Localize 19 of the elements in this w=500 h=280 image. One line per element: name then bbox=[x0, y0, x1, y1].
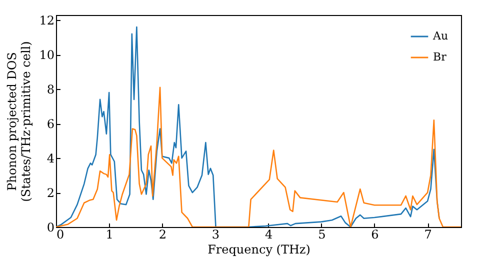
y-tick-label: 10 bbox=[39, 48, 54, 62]
y-tick-label: 6 bbox=[46, 117, 54, 132]
legend-label: Au bbox=[432, 30, 448, 42]
legend-label: Br bbox=[433, 50, 448, 64]
x-tick-label: 1 bbox=[106, 228, 114, 242]
y-tick-label: 8 bbox=[46, 82, 54, 97]
y-tick-label: 4 bbox=[46, 152, 55, 166]
y-tick-label: 2 bbox=[46, 186, 54, 200]
x-tick-label: 4 bbox=[265, 228, 273, 242]
x-tick-label: 2 bbox=[158, 228, 166, 242]
x-tick-label: 5 bbox=[318, 228, 326, 242]
y-axis-title: Phonon projected DOS (States/THz·primitive cell) bbox=[5, 41, 34, 202]
x-tick-label: 7 bbox=[424, 228, 432, 242]
x-axis-title: Frequency (THz) bbox=[208, 242, 310, 256]
y-tick-label: 12 bbox=[39, 14, 54, 28]
x-tick-label: 0 bbox=[56, 228, 64, 242]
line-series bbox=[56, 86, 461, 227]
x-tick-label: 3 bbox=[212, 228, 220, 242]
x-tick-label: 6 bbox=[371, 228, 379, 242]
